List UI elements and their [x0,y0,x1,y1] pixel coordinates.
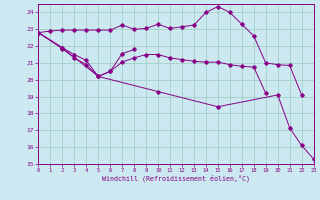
X-axis label: Windchill (Refroidissement éolien,°C): Windchill (Refroidissement éolien,°C) [102,175,250,182]
